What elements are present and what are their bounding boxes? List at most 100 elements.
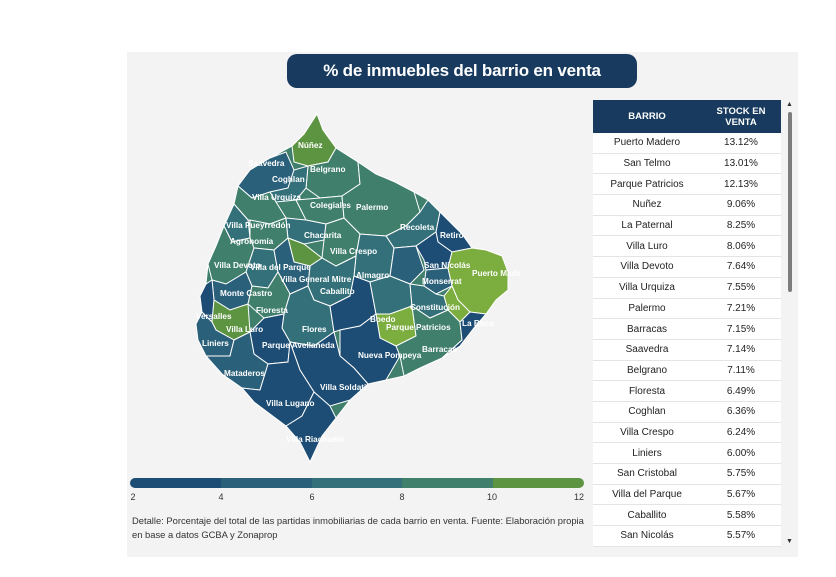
area-mataderos: [204, 331, 269, 391]
label-villa-crespo: Villa Crespo: [330, 247, 377, 256]
table-row: Villa Devoto 7.64%: [593, 256, 781, 278]
label-chacarita: Chacarita: [304, 231, 342, 240]
area-balvanera: [389, 245, 425, 285]
stock-table-container[interactable]: BARRIO STOCK EN VENTA Puerto Madero 13.12…: [593, 100, 783, 547]
label-retiro: Retiro: [440, 231, 464, 240]
column-header-stock: STOCK EN VENTA: [701, 100, 781, 133]
legend-segment: [493, 478, 584, 488]
label-villa-urquiza: Villa Urquiza: [252, 193, 301, 202]
table-scrollbar[interactable]: ▲ ▼: [785, 100, 794, 547]
barrio-cell: Villa Urquiza: [593, 277, 701, 299]
color-scale-legend: [130, 478, 584, 488]
barrio-cell: San Nicolás: [593, 525, 701, 547]
barrio-cell: Villa del Parque: [593, 484, 701, 506]
barrio-cell: Belgrano: [593, 360, 701, 382]
label-monserrat: Monserrat: [422, 277, 462, 286]
column-header-barrio: BARRIO: [593, 100, 701, 133]
label-monte-castro: Monte Castro: [220, 289, 272, 298]
legend-tick: 4: [218, 492, 224, 502]
label-villa-soldati: Villa Soldati: [320, 383, 366, 392]
table-row: San Telmo 13.01%: [593, 153, 781, 175]
label-nueva-pompeya: Nueva Pompeya: [358, 351, 422, 360]
stock-cell: 5.67%: [701, 484, 781, 506]
label-villa-gral-mitre: Villa General Mitre: [280, 275, 352, 284]
legend-tick: 10: [486, 492, 498, 502]
table-row: Parque Patricios 12.13%: [593, 173, 781, 196]
label-villa-lugano: Villa Lugano: [266, 399, 315, 408]
barrio-cell: Liniers: [593, 442, 701, 464]
table-row: Barracas 7.15%: [593, 318, 781, 340]
legend-segment: [402, 478, 494, 488]
table-row: Villa Urquiza 7.55%: [593, 277, 781, 299]
stock-cell: 5.58%: [701, 504, 781, 527]
table-row: Puerto Madero 13.12%: [593, 133, 781, 154]
stock-cell: 7.14%: [701, 339, 781, 361]
area-barracas: [395, 304, 463, 377]
table-row: Palermo 7.21%: [593, 298, 781, 320]
label-recoleta: Recoleta: [400, 223, 435, 232]
stock-cell: 13.01%: [701, 153, 781, 175]
stock-cell: 8.25%: [701, 215, 781, 237]
barrio-cell: San Telmo: [593, 153, 701, 175]
stock-cell: 6.36%: [701, 401, 781, 423]
label-constitucion: Constitución: [410, 303, 460, 312]
table-row: Villa Luro 8.06%: [593, 235, 781, 258]
legend-tick: 8: [399, 492, 405, 502]
table-row: Floresta 6.49%: [593, 380, 781, 402]
label-parque-avellaneda: Parque Avellaneda: [262, 341, 335, 350]
barrio-cell: Saavedra: [593, 339, 701, 361]
scrollbar-thumb[interactable]: [788, 112, 792, 292]
scrollbar-track[interactable]: [787, 112, 792, 535]
table-row: Caballito 5.58%: [593, 504, 781, 527]
label-parque-patricios: Parque Patricios: [386, 323, 451, 332]
barrio-cell: Barracas: [593, 318, 701, 340]
page-title: % de inmuebles del barrio en venta: [287, 54, 637, 88]
label-versalles: Versalles: [196, 312, 232, 321]
label-mataderos: Mataderos: [224, 369, 265, 378]
label-saavedra: Saavedra: [248, 159, 285, 168]
barrio-cell: San Cristobal: [593, 463, 701, 485]
barrio-cell: Parque Patricios: [593, 173, 701, 196]
barrio-cell: Puerto Madero: [593, 133, 701, 154]
table-row: La Paternal 8.25%: [593, 215, 781, 237]
table-row: Villa del Parque 5.67%: [593, 484, 781, 506]
label-almagro: Almagro: [356, 271, 389, 280]
stock-cell: 7.11%: [701, 360, 781, 382]
stock-cell: 6.00%: [701, 442, 781, 464]
scroll-up-icon[interactable]: ▲: [786, 101, 793, 108]
source-note: Detalle: Porcentaje del total de las par…: [132, 515, 584, 540]
barrio-cell: La Paternal: [593, 215, 701, 237]
table-row: Nuñez 9.06%: [593, 194, 781, 216]
barrio-cell: Caballito: [593, 504, 701, 527]
stock-cell: 7.21%: [701, 298, 781, 320]
barrio-cell: Villa Crespo: [593, 422, 701, 444]
stock-cell: 8.06%: [701, 235, 781, 258]
label-palermo: Palermo: [356, 203, 388, 212]
table-row: San Cristobal 5.75%: [593, 463, 781, 485]
label-colegiales: Colegiales: [310, 201, 351, 210]
barrio-cell: Villa Devoto: [593, 256, 701, 278]
stock-cell: 7.55%: [701, 277, 781, 299]
label-villa-riachuelo: Villa Riachuelo: [286, 435, 344, 444]
stock-cell: 6.49%: [701, 380, 781, 402]
barrio-cell: Palermo: [593, 298, 701, 320]
barrio-cell: Villa Luro: [593, 235, 701, 258]
label-agronomia: Agronomía: [230, 237, 274, 246]
label-villa-devoto: Villa Devoto: [214, 261, 261, 270]
legend-segment: [311, 478, 403, 488]
label-nunez: Núñez: [298, 141, 323, 150]
stock-cell: 12.13%: [701, 173, 781, 196]
table-row: Villa Crespo 6.24%: [593, 422, 781, 444]
area-la-boca: [441, 311, 487, 359]
label-san-nicolas: San Nicolás: [424, 261, 471, 270]
stock-cell: 7.64%: [701, 256, 781, 278]
barrio-cell: Floresta: [593, 380, 701, 402]
stock-cell: 5.75%: [701, 463, 781, 485]
area-nunez: [291, 112, 337, 167]
scroll-down-icon[interactable]: ▼: [786, 538, 793, 545]
table-body: Puerto Madero 13.12% San Telmo 13.01% Parque…: [593, 133, 781, 547]
table-header-row: BARRIO STOCK EN VENTA: [593, 100, 781, 133]
label-caballito: Caballito: [320, 287, 355, 296]
label-puerto-madero: Puerto Madero: [472, 269, 520, 278]
table-row: Saavedra 7.14%: [593, 339, 781, 361]
